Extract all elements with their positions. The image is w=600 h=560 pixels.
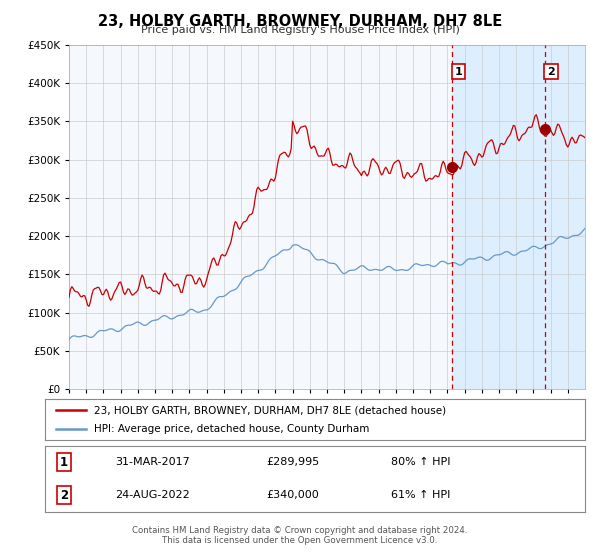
Text: 80% ↑ HPI: 80% ↑ HPI bbox=[391, 457, 450, 467]
Text: 31-MAR-2017: 31-MAR-2017 bbox=[115, 457, 190, 467]
Bar bbox=[452, 45, 593, 389]
Text: 23, HOLBY GARTH, BROWNEY, DURHAM, DH7 8LE: 23, HOLBY GARTH, BROWNEY, DURHAM, DH7 8L… bbox=[98, 14, 502, 29]
Text: 2: 2 bbox=[60, 489, 68, 502]
Text: £340,000: £340,000 bbox=[266, 490, 319, 500]
Text: HPI: Average price, detached house, County Durham: HPI: Average price, detached house, Coun… bbox=[94, 424, 369, 433]
Text: 1: 1 bbox=[60, 456, 68, 469]
Text: Contains HM Land Registry data © Crown copyright and database right 2024.: Contains HM Land Registry data © Crown c… bbox=[132, 526, 468, 535]
Text: 1: 1 bbox=[454, 67, 462, 77]
Text: 2: 2 bbox=[547, 67, 555, 77]
Text: £289,995: £289,995 bbox=[266, 457, 320, 467]
Text: 24-AUG-2022: 24-AUG-2022 bbox=[115, 490, 190, 500]
Text: 23, HOLBY GARTH, BROWNEY, DURHAM, DH7 8LE (detached house): 23, HOLBY GARTH, BROWNEY, DURHAM, DH7 8L… bbox=[94, 405, 446, 415]
Text: This data is licensed under the Open Government Licence v3.0.: This data is licensed under the Open Gov… bbox=[163, 536, 437, 545]
Text: 61% ↑ HPI: 61% ↑ HPI bbox=[391, 490, 450, 500]
Text: Price paid vs. HM Land Registry's House Price Index (HPI): Price paid vs. HM Land Registry's House … bbox=[140, 25, 460, 35]
